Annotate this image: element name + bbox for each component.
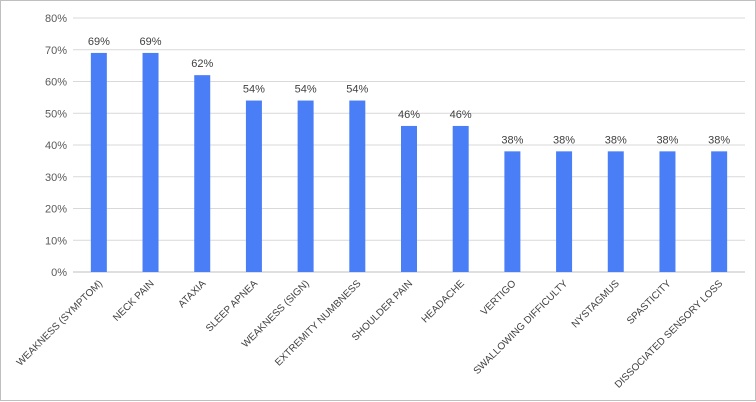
bar bbox=[297, 100, 314, 272]
data-label: 54% bbox=[243, 84, 265, 96]
data-label: 62% bbox=[191, 58, 213, 70]
bar bbox=[142, 52, 159, 272]
data-label: 69% bbox=[88, 36, 110, 48]
bar bbox=[194, 75, 211, 273]
data-label: 46% bbox=[450, 109, 472, 121]
x-tick-label: NYSTAGMUS bbox=[570, 278, 622, 330]
bar bbox=[607, 151, 624, 272]
x-tick-label: VERTIGO bbox=[479, 278, 519, 318]
data-label: 69% bbox=[140, 36, 162, 48]
x-tick-label: ATAXIA bbox=[176, 278, 208, 310]
bar bbox=[504, 151, 521, 272]
data-label: 46% bbox=[398, 109, 420, 121]
x-tick-label: SWALLOWING DIFFICULTY bbox=[472, 278, 571, 377]
x-tick-label: NECK PAIN bbox=[111, 278, 156, 323]
bar bbox=[90, 52, 107, 272]
data-label: 54% bbox=[295, 84, 317, 96]
y-tick-label: 50% bbox=[45, 108, 67, 120]
bar bbox=[556, 151, 573, 272]
x-tick-label: EXTREMITY NUMBNESS bbox=[273, 278, 363, 368]
y-tick-label: 60% bbox=[45, 77, 67, 89]
x-tick-label: DISSOCIATED SENSORY LOSS bbox=[613, 278, 726, 391]
bar bbox=[659, 151, 676, 272]
y-tick-label: 80% bbox=[45, 13, 67, 25]
data-label: 38% bbox=[605, 134, 627, 146]
y-tick-label: 20% bbox=[45, 204, 67, 216]
y-tick-label: 30% bbox=[45, 172, 67, 184]
data-label: 54% bbox=[346, 84, 368, 96]
data-label: 38% bbox=[501, 134, 523, 146]
bar bbox=[401, 125, 417, 272]
x-tick-label: SPASTICITY bbox=[625, 278, 674, 327]
data-label: 38% bbox=[553, 134, 575, 146]
y-tick-label: 40% bbox=[45, 140, 67, 152]
bar bbox=[711, 151, 728, 272]
y-tick-label: 70% bbox=[45, 45, 67, 57]
x-tick-label: HEADACHE bbox=[420, 278, 467, 325]
x-tick-label: WEAKNESS (SYMPTOM) bbox=[15, 278, 105, 368]
data-label: 38% bbox=[708, 134, 730, 146]
data-label: 38% bbox=[656, 134, 678, 146]
x-tick-label: SLEEP APNEA bbox=[204, 278, 260, 334]
bar bbox=[452, 125, 469, 272]
y-tick-label: 10% bbox=[45, 235, 67, 247]
y-tick-label: 0% bbox=[51, 267, 67, 279]
bar bbox=[349, 100, 366, 272]
bar bbox=[245, 100, 262, 272]
